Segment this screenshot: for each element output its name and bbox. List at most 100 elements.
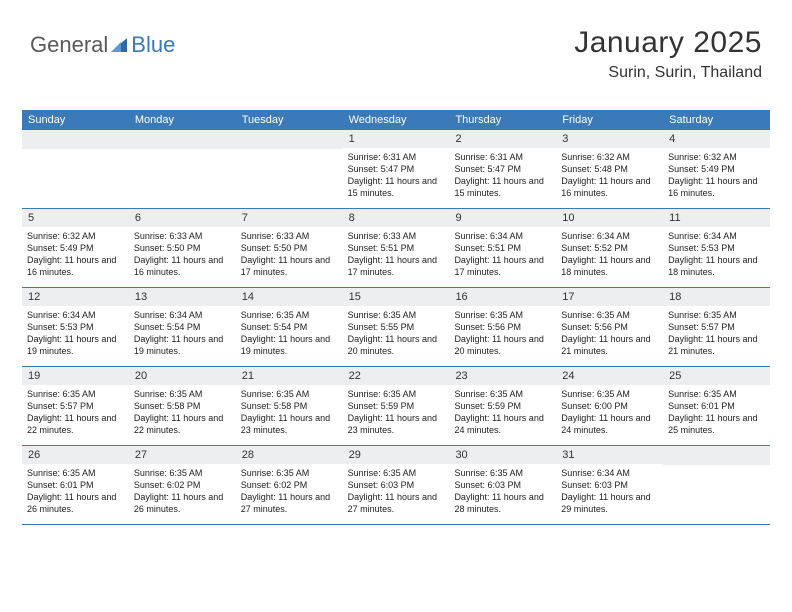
daylight-line: Daylight: 11 hours and 16 minutes.: [134, 254, 231, 278]
day-cell: 28Sunrise: 6:35 AMSunset: 6:02 PMDayligh…: [236, 446, 343, 524]
day-number: 23: [449, 367, 556, 385]
week-row: 26Sunrise: 6:35 AMSunset: 6:01 PMDayligh…: [22, 446, 770, 525]
sunset-line: Sunset: 5:56 PM: [454, 321, 551, 333]
daylight-line: Daylight: 11 hours and 20 minutes.: [348, 333, 445, 357]
sunset-line: Sunset: 5:50 PM: [134, 242, 231, 254]
day-cell: 4Sunrise: 6:32 AMSunset: 5:49 PMDaylight…: [663, 130, 770, 208]
day-cell: 19Sunrise: 6:35 AMSunset: 5:57 PMDayligh…: [22, 367, 129, 445]
daylight-line: Daylight: 11 hours and 16 minutes.: [27, 254, 124, 278]
daylight-line: Daylight: 11 hours and 21 minutes.: [561, 333, 658, 357]
day-number: 20: [129, 367, 236, 385]
day-cell: 30Sunrise: 6:35 AMSunset: 6:03 PMDayligh…: [449, 446, 556, 524]
sunset-line: Sunset: 5:53 PM: [668, 242, 765, 254]
daylight-line: Daylight: 11 hours and 24 minutes.: [561, 412, 658, 436]
daylight-line: Daylight: 11 hours and 17 minutes.: [454, 254, 551, 278]
daylight-line: Daylight: 11 hours and 16 minutes.: [668, 175, 765, 199]
day-details: Sunrise: 6:35 AMSunset: 5:58 PMDaylight:…: [129, 385, 236, 441]
sunset-line: Sunset: 5:54 PM: [134, 321, 231, 333]
sunset-line: Sunset: 5:57 PM: [668, 321, 765, 333]
daylight-line: Daylight: 11 hours and 19 minutes.: [134, 333, 231, 357]
day-number: 2: [449, 130, 556, 148]
day-details: Sunrise: 6:34 AMSunset: 5:52 PMDaylight:…: [556, 227, 663, 283]
day-details: Sunrise: 6:34 AMSunset: 5:54 PMDaylight:…: [129, 306, 236, 362]
sunrise-line: Sunrise: 6:32 AM: [561, 151, 658, 163]
day-number: 14: [236, 288, 343, 306]
day-details: Sunrise: 6:32 AMSunset: 5:49 PMDaylight:…: [663, 148, 770, 204]
day-details: Sunrise: 6:35 AMSunset: 5:58 PMDaylight:…: [236, 385, 343, 441]
day-details: Sunrise: 6:32 AMSunset: 5:48 PMDaylight:…: [556, 148, 663, 204]
sunset-line: Sunset: 5:58 PM: [134, 400, 231, 412]
day-details: Sunrise: 6:35 AMSunset: 5:54 PMDaylight:…: [236, 306, 343, 362]
day-cell: 8Sunrise: 6:33 AMSunset: 5:51 PMDaylight…: [343, 209, 450, 287]
day-cell: 10Sunrise: 6:34 AMSunset: 5:52 PMDayligh…: [556, 209, 663, 287]
empty-day-cell: [129, 130, 236, 208]
day-details: Sunrise: 6:32 AMSunset: 5:49 PMDaylight:…: [22, 227, 129, 283]
day-cell: 31Sunrise: 6:34 AMSunset: 6:03 PMDayligh…: [556, 446, 663, 524]
day-details: Sunrise: 6:35 AMSunset: 6:03 PMDaylight:…: [343, 464, 450, 520]
day-details: Sunrise: 6:31 AMSunset: 5:47 PMDaylight:…: [343, 148, 450, 204]
sunset-line: Sunset: 6:01 PM: [27, 479, 124, 491]
empty-day-num: [129, 130, 236, 149]
day-cell: 24Sunrise: 6:35 AMSunset: 6:00 PMDayligh…: [556, 367, 663, 445]
day-number: 19: [22, 367, 129, 385]
day-details: Sunrise: 6:35 AMSunset: 6:01 PMDaylight:…: [22, 464, 129, 520]
day-details: Sunrise: 6:33 AMSunset: 5:51 PMDaylight:…: [343, 227, 450, 283]
sunset-line: Sunset: 5:54 PM: [241, 321, 338, 333]
day-cell: 1Sunrise: 6:31 AMSunset: 5:47 PMDaylight…: [343, 130, 450, 208]
weekday-header: Monday: [129, 110, 236, 130]
sunset-line: Sunset: 5:58 PM: [241, 400, 338, 412]
day-cell: 14Sunrise: 6:35 AMSunset: 5:54 PMDayligh…: [236, 288, 343, 366]
daylight-line: Daylight: 11 hours and 20 minutes.: [454, 333, 551, 357]
day-number: 15: [343, 288, 450, 306]
sunset-line: Sunset: 5:57 PM: [27, 400, 124, 412]
week-row: 5Sunrise: 6:32 AMSunset: 5:49 PMDaylight…: [22, 209, 770, 288]
day-details: Sunrise: 6:35 AMSunset: 6:03 PMDaylight:…: [449, 464, 556, 520]
day-details: Sunrise: 6:35 AMSunset: 6:02 PMDaylight:…: [129, 464, 236, 520]
sunrise-line: Sunrise: 6:35 AM: [454, 467, 551, 479]
day-details: Sunrise: 6:35 AMSunset: 5:56 PMDaylight:…: [449, 306, 556, 362]
daylight-line: Daylight: 11 hours and 27 minutes.: [348, 491, 445, 515]
day-number: 16: [449, 288, 556, 306]
day-details: Sunrise: 6:35 AMSunset: 5:57 PMDaylight:…: [22, 385, 129, 441]
sunset-line: Sunset: 5:59 PM: [454, 400, 551, 412]
sunset-line: Sunset: 5:53 PM: [27, 321, 124, 333]
sunset-line: Sunset: 5:55 PM: [348, 321, 445, 333]
day-cell: 11Sunrise: 6:34 AMSunset: 5:53 PMDayligh…: [663, 209, 770, 287]
day-details: Sunrise: 6:34 AMSunset: 5:53 PMDaylight:…: [22, 306, 129, 362]
daylight-line: Daylight: 11 hours and 21 minutes.: [668, 333, 765, 357]
day-number: 26: [22, 446, 129, 464]
weekday-header: Thursday: [449, 110, 556, 130]
sunset-line: Sunset: 5:52 PM: [561, 242, 658, 254]
sunset-line: Sunset: 5:56 PM: [561, 321, 658, 333]
daylight-line: Daylight: 11 hours and 19 minutes.: [241, 333, 338, 357]
day-number: 24: [556, 367, 663, 385]
sunset-line: Sunset: 5:48 PM: [561, 163, 658, 175]
day-details: Sunrise: 6:34 AMSunset: 5:53 PMDaylight:…: [663, 227, 770, 283]
day-number: 12: [22, 288, 129, 306]
sunset-line: Sunset: 6:03 PM: [348, 479, 445, 491]
daylight-line: Daylight: 11 hours and 16 minutes.: [561, 175, 658, 199]
day-number: 31: [556, 446, 663, 464]
day-number: 3: [556, 130, 663, 148]
weekday-header: Saturday: [663, 110, 770, 130]
day-number: 1: [343, 130, 450, 148]
sunrise-line: Sunrise: 6:35 AM: [668, 309, 765, 321]
day-details: Sunrise: 6:35 AMSunset: 5:55 PMDaylight:…: [343, 306, 450, 362]
daylight-line: Daylight: 11 hours and 19 minutes.: [27, 333, 124, 357]
daylight-line: Daylight: 11 hours and 27 minutes.: [241, 491, 338, 515]
day-cell: 23Sunrise: 6:35 AMSunset: 5:59 PMDayligh…: [449, 367, 556, 445]
sunrise-line: Sunrise: 6:33 AM: [134, 230, 231, 242]
sunrise-line: Sunrise: 6:31 AM: [454, 151, 551, 163]
sail-icon: [109, 36, 129, 54]
day-cell: 9Sunrise: 6:34 AMSunset: 5:51 PMDaylight…: [449, 209, 556, 287]
logo-text-blue: Blue: [131, 32, 175, 58]
day-number: 28: [236, 446, 343, 464]
day-cell: 20Sunrise: 6:35 AMSunset: 5:58 PMDayligh…: [129, 367, 236, 445]
sunrise-line: Sunrise: 6:35 AM: [241, 467, 338, 479]
day-cell: 17Sunrise: 6:35 AMSunset: 5:56 PMDayligh…: [556, 288, 663, 366]
daylight-line: Daylight: 11 hours and 17 minutes.: [241, 254, 338, 278]
sunrise-line: Sunrise: 6:35 AM: [134, 388, 231, 400]
day-details: Sunrise: 6:35 AMSunset: 5:59 PMDaylight:…: [449, 385, 556, 441]
day-cell: 6Sunrise: 6:33 AMSunset: 5:50 PMDaylight…: [129, 209, 236, 287]
day-details: Sunrise: 6:33 AMSunset: 5:50 PMDaylight:…: [236, 227, 343, 283]
